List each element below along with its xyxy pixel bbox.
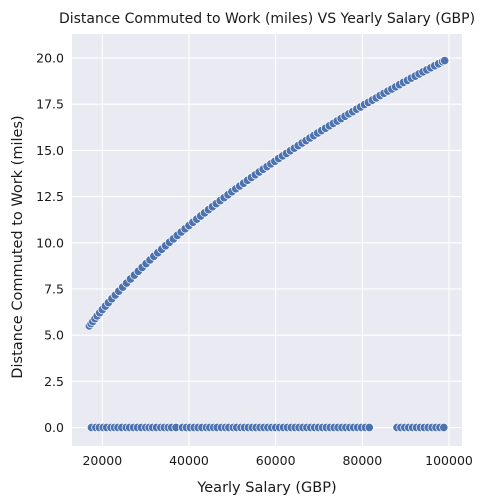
chart-title: Distance Commuted to Work (miles) VS Yea… [59, 11, 475, 27]
x-tick-label: 100000 [425, 453, 473, 468]
y-tick-labels: 0.0 2.5 5.0 7.5 10.0 12.5 15.0 17.5 20.0 [36, 51, 64, 436]
data-points [84, 56, 450, 433]
plot-area [72, 34, 462, 446]
y-tick-label: 12.5 [36, 189, 64, 204]
x-tick-label: 40000 [169, 453, 209, 468]
y-tick-label: 5.0 [44, 328, 64, 343]
y-tick-label: 15.0 [36, 143, 64, 158]
x-tick-label: 20000 [82, 453, 122, 468]
scatter-point [440, 56, 450, 66]
x-tick-label: 60000 [256, 453, 296, 468]
scatter-point [364, 422, 374, 433]
y-tick-label: 17.5 [36, 97, 64, 112]
y-tick-label: 10.0 [36, 235, 64, 250]
y-tick-label: 2.5 [44, 374, 64, 389]
y-tick-label: 0.0 [44, 420, 64, 435]
y-axis-label: Distance Commuted to Work (miles) [10, 115, 26, 378]
scatter-point [439, 422, 449, 433]
x-axis-label: Yearly Salary (GBP) [196, 480, 336, 496]
x-tick-labels: 20000 40000 60000 80000 100000 [82, 453, 472, 468]
y-tick-label: 20.0 [36, 51, 64, 66]
x-tick-label: 80000 [342, 453, 382, 468]
y-tick-label: 7.5 [44, 281, 64, 296]
